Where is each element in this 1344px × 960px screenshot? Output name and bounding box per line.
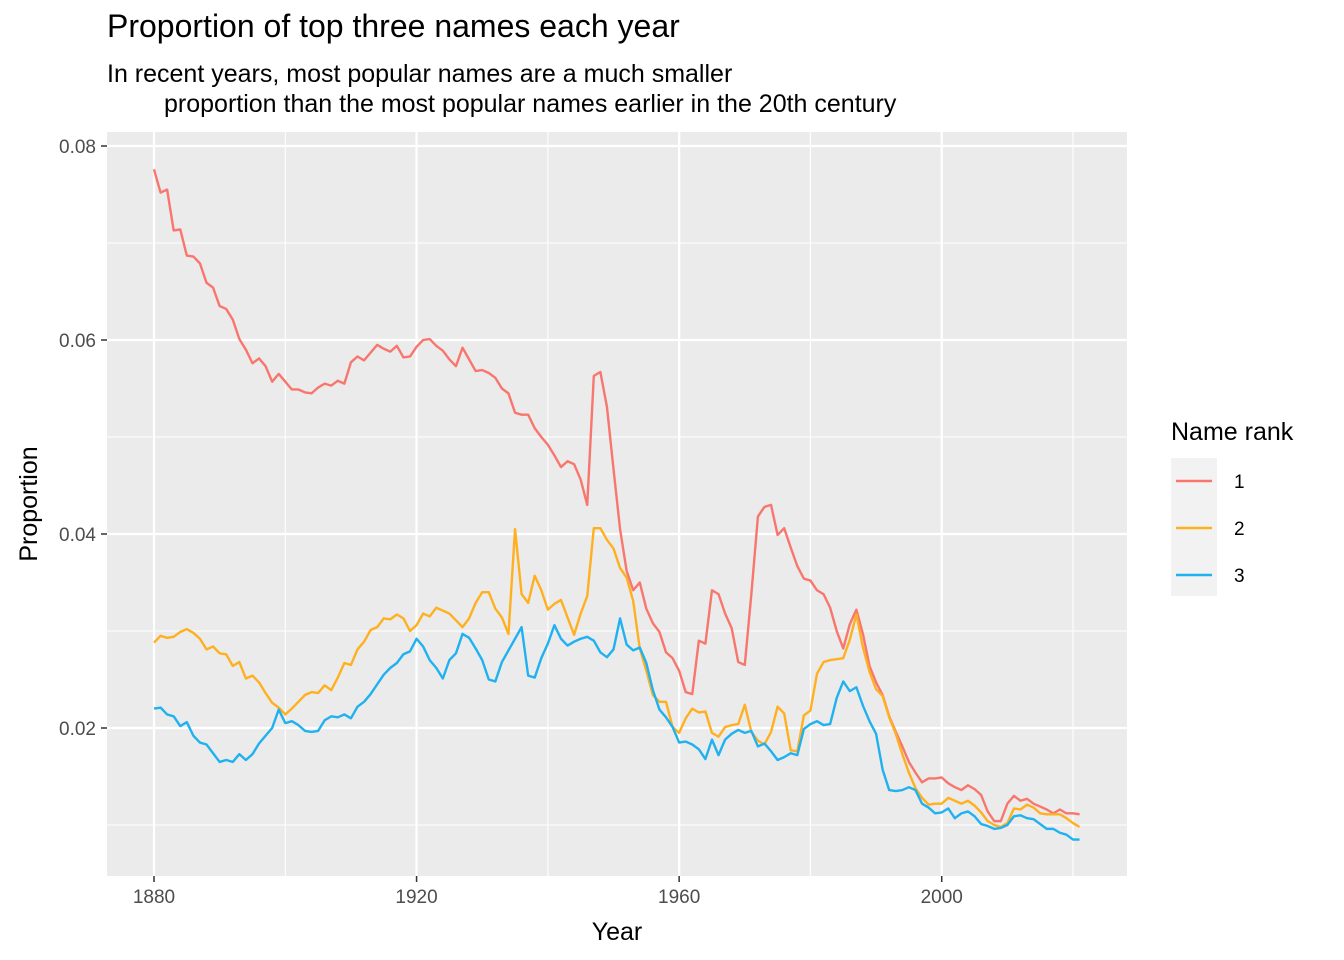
legend: Name rank 1 2 3 [1171, 418, 1294, 596]
y-tick-label: 0.02 [59, 719, 96, 740]
chart-title: Proportion of top three names each year [107, 8, 680, 44]
series-line-rank-3 [153, 617, 1080, 841]
y-tick-label: 0.04 [59, 525, 96, 546]
x-tick-label: 1920 [395, 887, 437, 908]
y-axis: 0.02 0.04 0.06 0.08 [59, 137, 107, 740]
y-tick-label: 0.08 [59, 137, 96, 158]
x-tick-label: 1880 [133, 887, 175, 908]
chart-subtitle-line-1: In recent years, most popular names are … [107, 60, 733, 88]
major-gridlines [107, 132, 1127, 876]
series-lines [152, 168, 1081, 841]
x-tick-label: 1960 [658, 887, 700, 908]
y-axis-title: Proportion [15, 446, 43, 561]
chart-subtitle-line-2: proportion than the most popular names e… [164, 90, 897, 118]
x-tick-label: 2000 [921, 887, 963, 908]
legend-label-rank-3: 3 [1234, 566, 1245, 587]
x-axis: 1880 1920 1960 2000 [133, 876, 963, 908]
y-tick-label: 0.06 [59, 331, 96, 352]
legend-label-rank-1: 1 [1234, 472, 1245, 493]
series-line-rank-2 [153, 526, 1081, 829]
x-axis-title: Year [592, 918, 643, 946]
legend-title: Name rank [1171, 418, 1294, 446]
legend-label-rank-2: 2 [1234, 519, 1245, 540]
series-line-rank-1 [152, 168, 1080, 823]
